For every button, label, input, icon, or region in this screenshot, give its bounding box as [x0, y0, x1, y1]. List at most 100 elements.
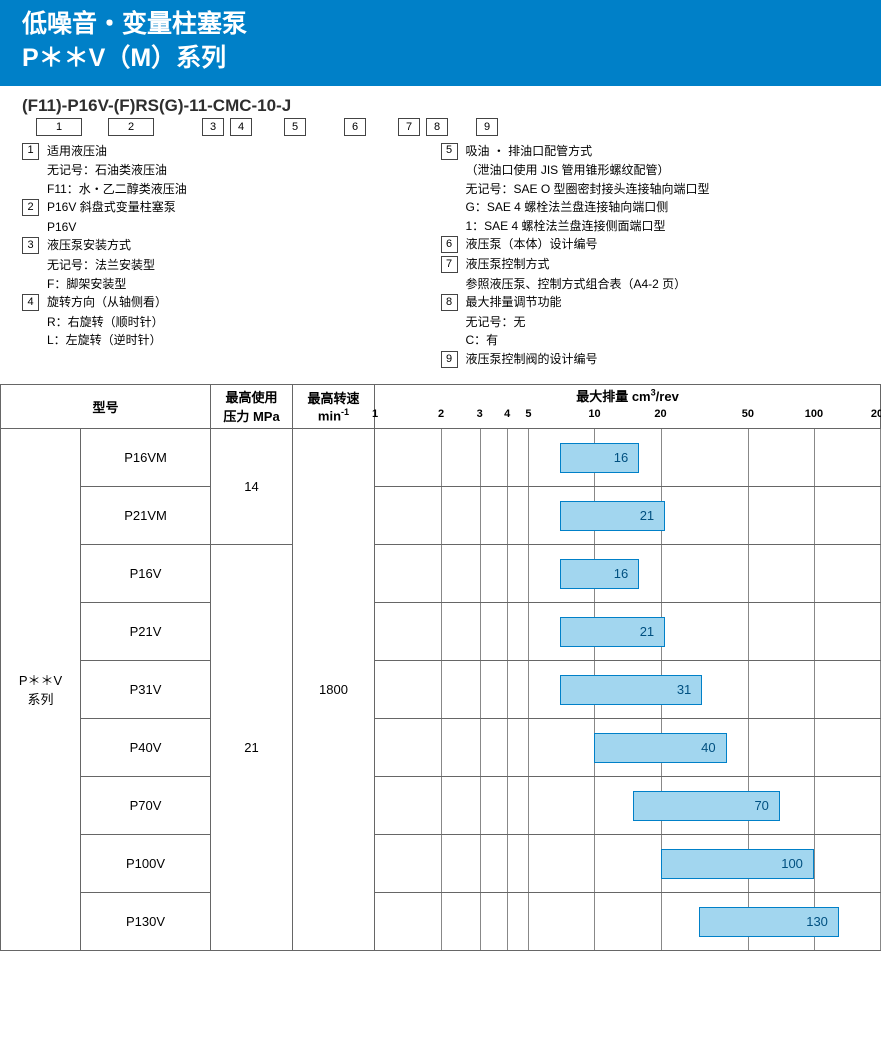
grid-line	[528, 603, 529, 660]
spec-idx-box: 9	[441, 351, 458, 368]
disp-bar: 16	[560, 443, 639, 473]
spec-sub: （泄油口使用 JIS 管用锥形螺纹配管）	[466, 161, 860, 180]
grid-line	[480, 603, 481, 660]
model-cell: P130V	[81, 892, 211, 950]
code-idx-3: 3	[202, 118, 224, 136]
grid-line	[441, 603, 442, 660]
tick-label: 4	[504, 408, 510, 420]
pressure-cell: 14	[211, 428, 293, 544]
tick-label: 50	[742, 408, 754, 420]
grid-line	[748, 719, 749, 776]
grid-line	[748, 487, 749, 544]
table-row: P70V70	[1, 776, 881, 834]
table-row: P130V 130	[1, 892, 881, 950]
spec-item-8: 8 最大排量调节功能	[441, 293, 860, 312]
tick-label: 5	[525, 408, 531, 420]
table-row: P21V 21	[1, 602, 881, 660]
grid-line	[661, 545, 662, 602]
grid-line	[528, 719, 529, 776]
grid-line	[480, 719, 481, 776]
spec-idx-box: 8	[441, 294, 458, 311]
model-cell: P40V	[81, 718, 211, 776]
tick-label: 20	[654, 408, 666, 420]
grid-line	[748, 545, 749, 602]
grid-line	[507, 487, 508, 544]
tick-label: 2	[438, 408, 444, 420]
disp-bar: 31	[560, 675, 702, 705]
spec-title: 液压泵安装方式	[47, 236, 131, 255]
speed-cell: 1800	[293, 428, 375, 950]
grid-line	[814, 719, 815, 776]
pressure-cell: 21	[211, 544, 293, 950]
spec-item-3: 3 液压泵安装方式	[22, 236, 441, 255]
spec-title: 旋转方向（从轴侧看）	[47, 293, 167, 312]
spec-idx-box: 7	[441, 256, 458, 273]
table-row: P＊＊V系列P16VM14180016	[1, 428, 881, 486]
grid-line	[480, 545, 481, 602]
code-idx-1: 1	[36, 118, 82, 136]
col-header: 最高转速min-1	[293, 384, 375, 428]
grid-line	[507, 777, 508, 834]
table-row: P21VM 21	[1, 486, 881, 544]
code-idx-4: 4	[230, 118, 252, 136]
model-cell: P21V	[81, 602, 211, 660]
spec-sub: 无记号：无	[466, 313, 860, 332]
spec-sub: P16V	[47, 218, 441, 237]
grid-line	[441, 719, 442, 776]
header-line2: P＊＊V（M）系列	[22, 42, 859, 76]
disp-bar: 16	[560, 559, 639, 589]
chart-cell: 130	[375, 892, 881, 950]
spec-title: 最大排量调节功能	[466, 293, 562, 312]
code-idx-5: 5	[284, 118, 306, 136]
spec-item-1: 1适用液压油	[22, 142, 441, 161]
spec-idx-box: 5	[441, 143, 458, 160]
spec-columns: 1适用液压油无记号：石油类液压油F11：水・乙二醇类液压油2P16V 斜盘式变量…	[22, 142, 859, 370]
spec-sub: R：右旋转（顺时针）	[47, 313, 441, 332]
chart-cell: 16	[375, 544, 881, 602]
spec-item-6: 6液压泵（本体）设计编号	[441, 235, 860, 254]
spec-idx-box: 6	[441, 236, 458, 253]
col-header: 最高使用压力 MPa	[211, 384, 293, 428]
spec-sub: 参照液压泵、控制方式组合表（A4-2 页）	[466, 275, 860, 294]
col-header: 最大排量 cm3/rev	[375, 384, 881, 406]
tick-label: 10	[588, 408, 600, 420]
grid-line	[480, 777, 481, 834]
grid-line	[528, 545, 529, 602]
chart-cell: 31	[375, 660, 881, 718]
tick-label: 3	[477, 408, 483, 420]
table-row: P31V 31	[1, 660, 881, 718]
spec-sub: F11：水・乙二醇类液压油	[47, 180, 441, 199]
disp-bar: 100	[661, 849, 814, 879]
spec-title: 液压泵控制方式	[466, 255, 550, 274]
model-cell: P31V	[81, 660, 211, 718]
chart-cell: 21	[375, 602, 881, 660]
chart-cell: 21	[375, 486, 881, 544]
code-idx-9: 9	[476, 118, 498, 136]
chart-cell: 100	[375, 834, 881, 892]
spec-sub: 无记号：石油类液压油	[47, 161, 441, 180]
code-idx-7: 7	[398, 118, 420, 136]
axis-ticks: 12345102050100200	[375, 406, 881, 428]
grid-line	[748, 661, 749, 718]
spec-item-5: 5吸油 ・ 排油口配管方式	[441, 142, 860, 161]
spec-sub: F：脚架安装型	[47, 275, 441, 294]
spec-sub: G：SAE 4 螺栓法兰盘连接轴向端口侧	[466, 198, 860, 217]
spec-table: 型号最高使用压力 MPa最高转速min-1最大排量 cm3/rev1234510…	[0, 384, 881, 951]
spec-sub: 1：SAE 4 螺栓法兰盘连接侧面端口型	[466, 217, 860, 236]
disp-bar: 21	[560, 617, 665, 647]
code-idx-6: 6	[344, 118, 366, 136]
series-cell: P＊＊V系列	[1, 428, 81, 950]
spec-idx-box: 3	[22, 237, 39, 254]
model-cell: P21VM	[81, 486, 211, 544]
model-cell: P70V	[81, 776, 211, 834]
grid-line	[480, 429, 481, 486]
grid-line	[480, 835, 481, 892]
grid-line	[814, 429, 815, 486]
spec-idx-box: 2	[22, 199, 39, 216]
model-code: (F11)-P16V-(F)RS(G)-11-CMC-10-J	[22, 96, 859, 116]
grid-line	[507, 893, 508, 950]
spec-title: 适用液压油	[47, 142, 107, 161]
spec-sub: 无记号：法兰安装型	[47, 256, 441, 275]
spec-item-4: 4旋转方向（从轴侧看）	[22, 293, 441, 312]
tick-label: 200	[871, 408, 881, 420]
